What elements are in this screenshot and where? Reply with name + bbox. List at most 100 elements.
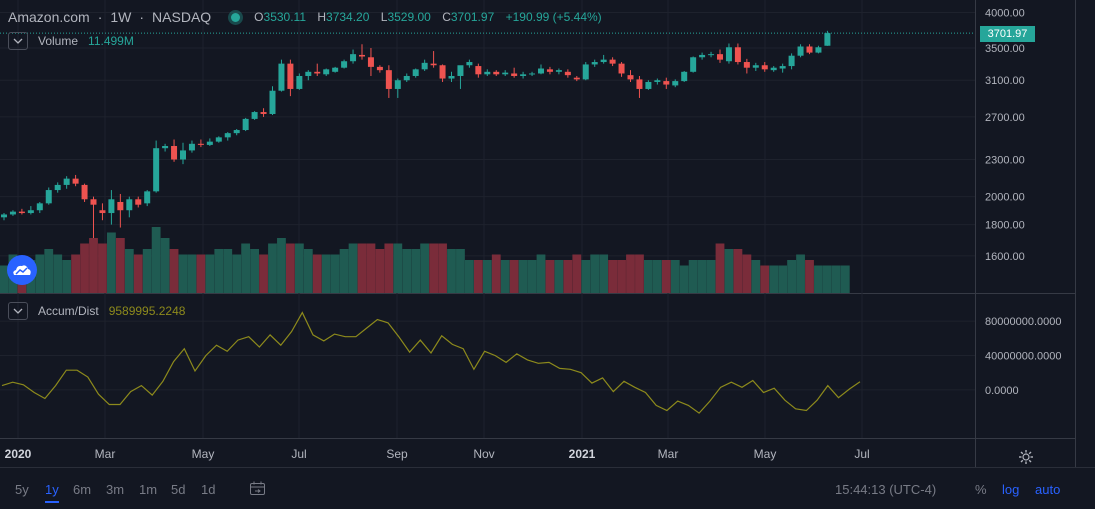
candle-body xyxy=(734,47,741,63)
volume-bar xyxy=(151,227,161,293)
range-6m-button[interactable]: 6m xyxy=(73,482,92,497)
candle-body xyxy=(761,65,768,70)
candle xyxy=(779,63,786,73)
candle-body xyxy=(90,199,97,205)
volume-bar xyxy=(294,243,304,293)
candle-body xyxy=(591,62,598,65)
candle xyxy=(681,70,688,82)
candle xyxy=(403,73,410,82)
volume-bar xyxy=(814,265,823,293)
gear-icon[interactable] xyxy=(1018,449,1034,465)
volume-bar xyxy=(169,249,179,293)
volume-bar xyxy=(706,260,716,293)
range-5y-button[interactable]: 5y xyxy=(15,482,29,497)
volume-bar xyxy=(670,260,680,293)
candle-body xyxy=(367,57,374,67)
volume-bar xyxy=(778,265,788,293)
volume-bar xyxy=(697,260,707,293)
candle xyxy=(511,67,518,78)
clock-timezone[interactable]: 15:44:13 (UTC-4) xyxy=(835,482,937,497)
candle xyxy=(761,62,768,72)
candle xyxy=(457,65,464,89)
candle-body xyxy=(538,68,544,74)
volume-bar xyxy=(277,238,286,293)
volume-bar xyxy=(0,265,9,293)
calendar-range-icon[interactable] xyxy=(249,481,266,496)
volume-bar xyxy=(187,254,197,293)
volume-bar xyxy=(321,254,331,293)
candle xyxy=(341,59,348,69)
candle-body xyxy=(546,69,553,72)
candle xyxy=(18,208,25,215)
price-tick-label: 1600.00 xyxy=(985,251,1025,263)
candle xyxy=(573,75,580,82)
percent-toggle[interactable]: % xyxy=(975,482,987,497)
candle xyxy=(636,75,643,98)
candle-body xyxy=(278,63,285,91)
time-tick-label: 2021 xyxy=(569,447,596,461)
candle xyxy=(797,44,804,58)
candle-body xyxy=(430,63,437,66)
candle xyxy=(770,66,777,72)
price-tick-label: 3100.00 xyxy=(985,75,1025,87)
candle xyxy=(278,59,285,92)
candle xyxy=(654,78,661,85)
market-status-icon[interactable] xyxy=(231,12,241,22)
range-5d-button[interactable]: 5d xyxy=(171,482,186,497)
volume-bar xyxy=(482,260,492,293)
volume-bar xyxy=(232,254,242,293)
interval-label[interactable]: 1W xyxy=(110,9,132,25)
candle-body xyxy=(681,71,688,82)
candle-body xyxy=(457,65,464,76)
log-toggle[interactable]: log xyxy=(1002,482,1020,497)
volume-bar xyxy=(554,260,564,293)
candle xyxy=(600,54,607,64)
volume-bar xyxy=(133,254,143,293)
candle-body xyxy=(260,112,267,114)
candle-body xyxy=(609,59,616,64)
candle xyxy=(323,68,330,76)
candle xyxy=(421,59,428,71)
close-value: 3701.97 xyxy=(450,10,495,24)
volume-bar xyxy=(259,254,268,293)
candle xyxy=(582,62,589,81)
tradingview-logo-button[interactable] xyxy=(7,255,37,285)
candle xyxy=(448,71,455,82)
candle xyxy=(233,128,240,136)
candle xyxy=(36,201,43,214)
candle xyxy=(1,213,7,221)
candle xyxy=(412,68,419,78)
chart-canvas[interactable]: 4000.00 3500.00 3100.00 2700.00 2300.00 2000.… xyxy=(0,0,1095,468)
candle-body xyxy=(699,54,706,58)
candle xyxy=(287,59,294,97)
volume-bar xyxy=(107,232,116,293)
candle-body xyxy=(81,184,88,200)
bottom-toolbar: 5y 1y 6m 3m 1m 5d 1d 15:44:13 (UTC-4) % … xyxy=(0,467,1095,509)
candle xyxy=(27,206,34,215)
candle xyxy=(725,43,732,64)
collapse-ad-button[interactable] xyxy=(8,302,28,320)
collapse-volume-button[interactable] xyxy=(8,32,28,50)
candle-body xyxy=(323,69,330,75)
range-1d-button[interactable]: 1d xyxy=(201,482,216,497)
candle xyxy=(618,62,625,77)
volume-bar xyxy=(500,260,510,293)
range-1m-button[interactable]: 1m xyxy=(139,482,158,497)
volume-bar xyxy=(205,254,215,293)
candle xyxy=(90,196,97,242)
candle-body xyxy=(663,81,670,85)
volume-bar xyxy=(590,254,600,293)
candle-body xyxy=(162,145,169,149)
volume-bar xyxy=(44,249,54,293)
last-price-tag: 3701.97 xyxy=(980,26,1035,42)
candle xyxy=(350,49,357,64)
auto-toggle[interactable]: auto xyxy=(1035,482,1061,497)
candle-body xyxy=(394,80,401,89)
candle-body xyxy=(779,66,786,69)
range-3m-button[interactable]: 3m xyxy=(106,482,125,497)
symbol-name[interactable]: Amazon.com xyxy=(8,9,90,25)
candle-body xyxy=(305,71,312,76)
range-1y-button[interactable]: 1y xyxy=(45,482,59,503)
candle xyxy=(690,56,697,73)
candle-body xyxy=(824,33,831,46)
